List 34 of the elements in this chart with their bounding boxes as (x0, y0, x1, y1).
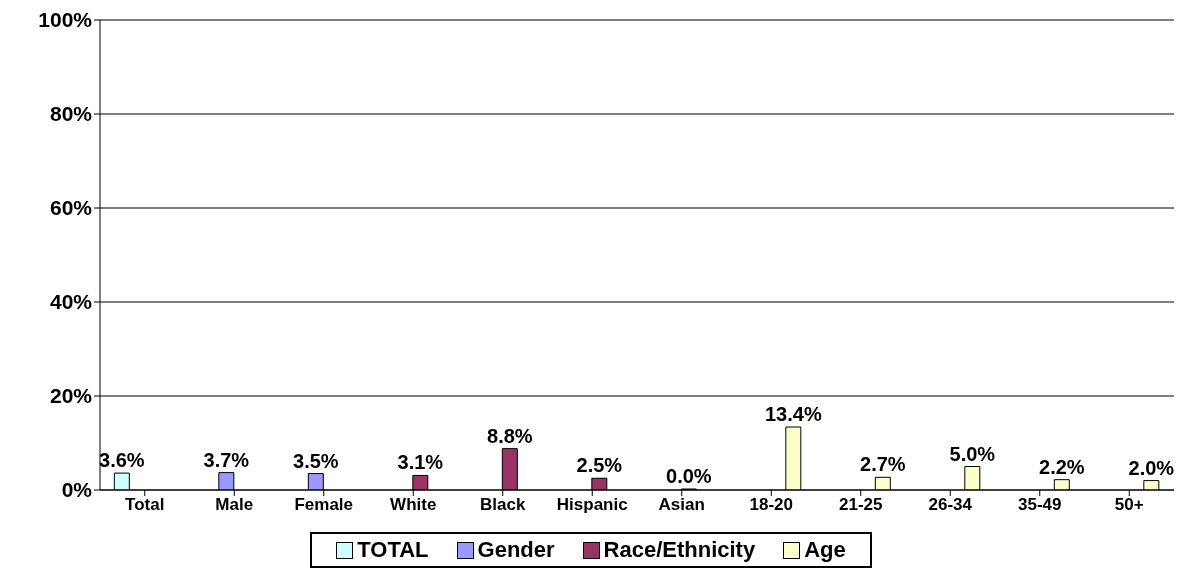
x-tick-label: Asian (658, 495, 705, 515)
y-tick-label: 60% (49, 196, 93, 220)
data-label: 0.0% (666, 465, 712, 487)
y-tick-label: 40% (49, 290, 93, 314)
y-tick-label: 20% (49, 384, 93, 408)
x-tick-label: Black (480, 495, 526, 515)
data-label: 13.4% (764, 403, 822, 426)
data-label: 3.6% (99, 449, 145, 472)
x-tick-label: 26-34 (928, 495, 973, 515)
x-tick-label: 35-49 (1018, 495, 1062, 515)
x-tick-label: 18-20 (749, 495, 793, 515)
data-label: 8.8% (487, 424, 533, 447)
legend-label: TOTAL (356, 537, 429, 563)
x-tick-label: Hispanic (556, 495, 628, 515)
data-label: 2.5% (576, 454, 623, 477)
x-tick-label: 21-25 (839, 495, 883, 515)
x-tick-label: White (390, 495, 437, 515)
data-label: 2.0% (1128, 456, 1175, 479)
data-label: 3.7% (203, 448, 250, 471)
y-tick-label: 100% (38, 8, 93, 32)
x-tick-label: Male (215, 495, 254, 515)
y-tick-label: 80% (49, 102, 93, 126)
x-tick-label: Total (125, 495, 165, 515)
legend-label: Race/Ethnicity (602, 537, 756, 563)
x-tick-label: 50+ (1114, 495, 1144, 515)
data-label: 2.7% (860, 453, 906, 476)
data-label: 5.0% (949, 442, 996, 465)
y-tick-label: 0% (61, 478, 93, 502)
legend-label: Age (803, 537, 846, 563)
legend-label: Gender (476, 537, 555, 563)
data-label: 2.2% (1039, 455, 1085, 478)
data-label: 3.5% (293, 449, 339, 472)
x-tick-label: Female (294, 495, 354, 515)
data-label: 3.1% (397, 451, 444, 474)
